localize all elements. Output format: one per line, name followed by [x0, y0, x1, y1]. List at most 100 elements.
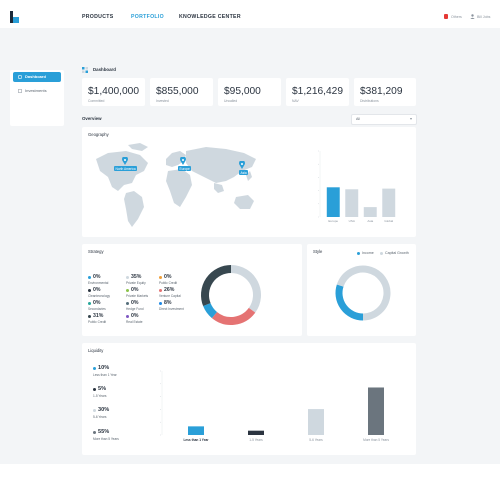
stat-card-distributions: $381,209 Distributions — [354, 78, 416, 106]
world-map — [96, 143, 256, 227]
tab-products[interactable]: PRODUCTS — [82, 14, 114, 20]
panel-title: Geography — [88, 132, 109, 137]
stat-label: Invested — [156, 99, 169, 103]
panel-title: Style — [313, 249, 323, 254]
map-pin-label: Asia — [239, 170, 249, 175]
liquidity-label: More than 5 Years — [93, 437, 119, 441]
liquidity-panel: Liquidity 10% Less than 1 Year 5% 1-5 Years… — [82, 343, 416, 455]
strategy-label: Private Equity — [126, 281, 146, 285]
legend-dot — [93, 388, 96, 391]
geography-panel: Geography North America Europe Asia Euro… — [82, 127, 416, 237]
strategy-label: Real Estate — [126, 320, 143, 324]
strategy-label: Hedge Fund — [126, 307, 144, 311]
map-pin-icon — [180, 157, 186, 165]
overview-title: Overview — [82, 116, 102, 121]
legend-dot — [159, 288, 162, 292]
legend-label: Capital Growth — [385, 251, 409, 255]
donut-slice-direct-investment[interactable] — [203, 302, 218, 319]
notifications-label[interactable]: Others — [451, 15, 462, 19]
bar-5-6-years[interactable] — [308, 409, 324, 435]
legend-dot — [88, 301, 91, 305]
liquidity-percent: 55% — [98, 429, 110, 435]
strategy-percent: 0% — [93, 274, 101, 280]
strategy-label: Public Credit — [88, 320, 107, 324]
stat-card-committed: $1,400,000 Committed — [82, 78, 145, 106]
x-tick-label: Global — [384, 219, 393, 223]
strategy-label: Secondaries — [88, 307, 106, 311]
user-icon[interactable] — [470, 14, 475, 19]
liquidity-label: Less than 1 Year — [93, 373, 117, 377]
liquidity-bar-chart: Less than 1 Year 1-5 Years 5-6 Years More t… — [160, 370, 389, 442]
x-tick-label: 1-5 Years — [249, 438, 263, 442]
sidebar-item-investments[interactable]: Investments — [13, 86, 61, 96]
geography-bar-chart: Europe USA Asia Global — [318, 150, 396, 223]
x-tick-label: Asia — [367, 219, 373, 223]
chevron-down-icon — [410, 118, 412, 120]
strategy-percent: 0% — [93, 287, 101, 293]
notification-badge-icon[interactable] — [444, 14, 448, 19]
bar-less-than-1-year[interactable] — [188, 426, 204, 435]
map-pin-label: North America — [114, 166, 138, 171]
liquidity-label: 5-6 Years — [93, 415, 107, 419]
legend-dot — [93, 409, 96, 412]
x-tick-label: More than 5 Years — [363, 438, 389, 442]
bar-asia[interactable] — [363, 207, 377, 217]
dropdown-selected-value: All — [356, 117, 360, 121]
style-donut-chart — [335, 265, 391, 321]
legend-dot — [126, 314, 129, 318]
bar-europe[interactable] — [326, 187, 340, 217]
stat-card-uncalled: $95,000 Uncalled — [218, 78, 281, 106]
x-tick-label: 5-6 Years — [309, 438, 323, 442]
dashboard-header-icon — [82, 67, 88, 73]
legend-dot — [93, 431, 96, 434]
donut-slice-capital-growth[interactable] — [336, 265, 391, 321]
liquidity-label: 1-5 Years — [93, 394, 107, 398]
strategy-panel: Strategy 0% Environmental 35% Private Equit… — [82, 244, 302, 336]
panel-title: Strategy — [88, 249, 104, 254]
donut-slice-venture-capital[interactable] — [211, 307, 256, 325]
legend-dot — [126, 275, 129, 279]
liquidity-percent: 30% — [98, 407, 110, 413]
strategy-percent: 0% — [93, 300, 101, 306]
bar-usa[interactable] — [345, 189, 359, 217]
legend-dot — [357, 252, 360, 255]
bar-1-5-years[interactable] — [248, 430, 264, 435]
donut-slice-income[interactable] — [335, 284, 364, 321]
donut-slice-public-credit[interactable] — [201, 265, 232, 307]
panel-title: Liquidity — [88, 348, 104, 353]
legend-dot — [126, 288, 129, 292]
page-title: Dashboard — [93, 67, 116, 72]
stat-label: Committed — [88, 99, 105, 103]
x-tick-label: USA — [349, 219, 355, 223]
tab-portfolio[interactable]: PORTFOLIO — [131, 14, 164, 20]
dashboard-icon — [18, 75, 22, 79]
strategy-label: Venture Capital — [159, 294, 181, 298]
donut-slice-private-equity[interactable] — [230, 265, 261, 313]
stat-card-invested: $855,000 Invested — [150, 78, 213, 106]
sidebar-item-label: Dashboard — [25, 74, 46, 79]
strategy-percent: 0% — [164, 274, 172, 280]
sidebar: Dashboard Investments — [10, 70, 64, 126]
strategy-percent: 8% — [164, 300, 172, 306]
strategy-label: Cleantecnology — [88, 294, 110, 298]
investments-icon — [18, 89, 22, 93]
legend-dot — [93, 367, 96, 370]
strategy-label: Private Markets — [126, 294, 149, 298]
map-pin-label: Europe — [178, 166, 192, 171]
user-name[interactable]: Bill Jobs — [477, 15, 491, 19]
style-panel: Style Income Capital Growth — [307, 244, 416, 336]
strategy-label: Environmental — [88, 281, 109, 285]
legend-dot — [88, 288, 91, 292]
tab-knowledge-center[interactable]: KNOWLEDGE CENTER — [179, 14, 241, 20]
bar-more-than-5-years[interactable] — [368, 387, 384, 435]
sidebar-item-dashboard[interactable]: Dashboard — [13, 72, 61, 82]
overview-filter-dropdown[interactable]: All — [351, 114, 417, 125]
strategy-percent: 0% — [131, 287, 139, 293]
stat-label: NAV — [292, 99, 299, 103]
bar-global[interactable] — [382, 188, 396, 217]
legend-dot — [126, 301, 129, 305]
brand-logo[interactable] — [10, 11, 20, 23]
strategy-label: Direct Investment — [159, 307, 184, 311]
stat-value: $855,000 — [156, 86, 199, 97]
stat-card-nav: $1,216,429 NAV — [286, 78, 349, 106]
